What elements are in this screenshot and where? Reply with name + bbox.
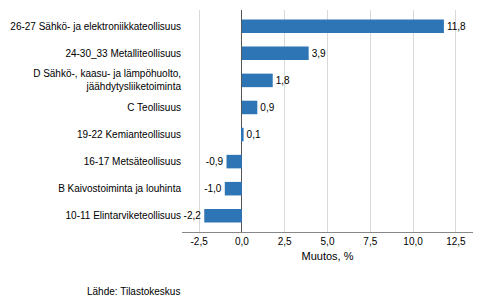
svg-text:7,5: 7,5	[363, 236, 377, 247]
svg-text:12,5: 12,5	[446, 236, 466, 247]
svg-text:-1,0: -1,0	[204, 183, 222, 194]
svg-text:B Kaivostoiminta ja louhinta: B Kaivostoiminta ja louhinta	[58, 183, 181, 194]
svg-text:5,0: 5,0	[321, 236, 335, 247]
svg-text:10,0: 10,0	[403, 236, 423, 247]
svg-text:C Teollisuus: C Teollisuus	[127, 102, 181, 113]
svg-text:0,1: 0,1	[247, 129, 261, 140]
svg-text:-0,9: -0,9	[206, 156, 224, 167]
svg-text:26-27 Sähkö- ja elektroniikkat: 26-27 Sähkö- ja elektroniikkateollisuus	[10, 21, 181, 32]
svg-text:Lähde: Tilastokeskus: Lähde: Tilastokeskus	[87, 286, 180, 297]
svg-text:2,5: 2,5	[278, 236, 292, 247]
svg-text:24-30_33 Metalliteollisuus: 24-30_33 Metalliteollisuus	[65, 48, 181, 59]
svg-text:11,8: 11,8	[447, 21, 466, 32]
svg-text:3,9: 3,9	[312, 48, 326, 59]
svg-text:10-11 Elintarviketeollisuus: 10-11 Elintarviketeollisuus	[66, 210, 181, 221]
svg-text:0,0: 0,0	[235, 236, 249, 247]
svg-text:16-17 Metsäteollisuus: 16-17 Metsäteollisuus	[84, 156, 181, 167]
svg-text:19-22 Kemianteollisuus: 19-22 Kemianteollisuus	[77, 129, 181, 140]
svg-text:Muutos, %: Muutos, %	[302, 250, 354, 262]
svg-text:D Sähkö-, kaasu- ja lämpöhuolt: D Sähkö-, kaasu- ja lämpöhuolto,jäähdyty…	[33, 68, 181, 92]
svg-text:1,8: 1,8	[276, 75, 290, 86]
svg-text:-2,5: -2,5	[191, 236, 209, 247]
svg-text:0,9: 0,9	[260, 102, 274, 113]
svg-text:-2,2: -2,2	[184, 210, 202, 221]
